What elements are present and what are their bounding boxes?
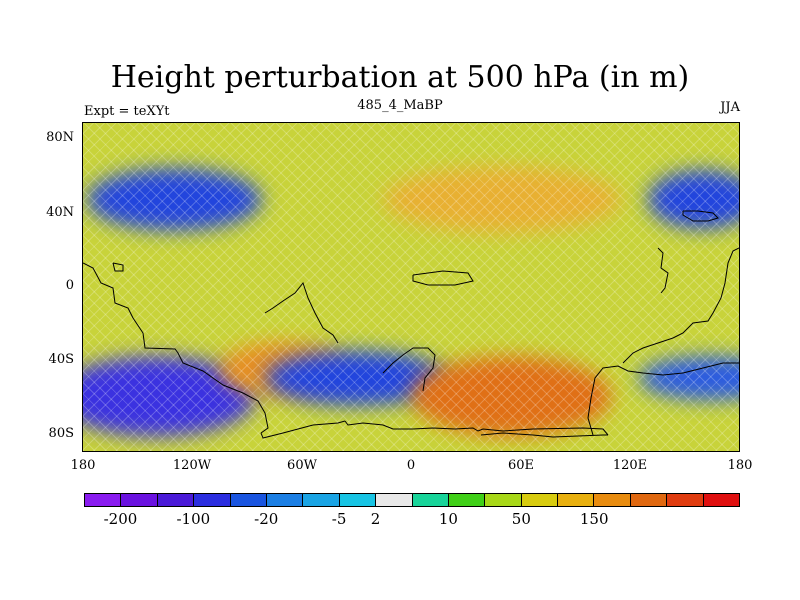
colorbar-swatch-12 (521, 494, 559, 506)
y-tick-40s: 40S (48, 352, 74, 367)
colorbar-swatch-11 (485, 494, 522, 506)
x-tick-0: 0 (406, 458, 416, 473)
colorbar-label-1: -100 (176, 510, 211, 528)
colorbar-swatch-0 (85, 494, 122, 506)
map-panel (82, 122, 740, 452)
colorbar-swatch-9 (412, 494, 449, 506)
colorbar-swatch-4 (230, 494, 267, 506)
x-tick-120w: 120W (172, 458, 212, 473)
colorbar-swatch-5 (266, 494, 304, 506)
coastlines (83, 210, 739, 439)
anomaly-4 (411, 356, 612, 437)
colorbar-swatch-8 (376, 494, 413, 506)
x-tick-120e: 120E (612, 458, 648, 473)
hatch-overlay (83, 123, 739, 451)
y-tick-0: 0 (65, 278, 74, 293)
colorbar-label-4: 2 (370, 510, 381, 528)
anomaly-7 (638, 356, 739, 400)
y-tick-40n: 40N (46, 205, 74, 220)
center-label: 485_4_MaBP (357, 98, 443, 113)
colorbar-swatch-6 (303, 494, 340, 506)
anomaly-3 (265, 350, 448, 406)
colorbar-swatch-16 (667, 494, 704, 506)
anomaly-1 (83, 356, 257, 437)
experiment-label: Expt = teXYt (84, 104, 170, 119)
colorbar-swatch-15 (630, 494, 668, 506)
anomaly-0 (86, 168, 262, 231)
colorbar-label-2: -20 (254, 510, 279, 528)
colorbar-swatch-3 (194, 494, 231, 506)
colorbar-swatch-10 (448, 494, 486, 506)
x-tick-180e: 180 (727, 458, 753, 473)
y-tick-80n: 80N (46, 130, 74, 145)
colorbar-swatch-13 (558, 494, 595, 506)
x-tick-60w: 60W (287, 458, 317, 473)
plot-title: Height perturbation at 500 hPa (in m) (110, 60, 690, 95)
anomaly-5 (383, 166, 621, 233)
colorbar-label-7: 150 (579, 510, 609, 528)
colorbar-swatch-1 (121, 494, 158, 506)
height-field (83, 123, 739, 451)
colorbar (84, 493, 740, 507)
colorbar-swatch-14 (594, 494, 631, 506)
season-label: JJA (720, 100, 740, 115)
x-tick-180w: 180 (70, 458, 96, 473)
colorbar-label-5: 10 (438, 510, 458, 528)
y-tick-80s: 80S (48, 426, 74, 441)
colorbar-swatch-7 (339, 494, 377, 506)
colorbar-swatch-17 (703, 494, 740, 506)
x-tick-60e: 60E (507, 458, 535, 473)
colorbar-label-3: -5 (331, 510, 347, 528)
colorbar-label-6: 50 (511, 510, 531, 528)
colorbar-label-0: -200 (103, 510, 138, 528)
anomaly-6 (647, 170, 739, 229)
colorbar-swatch-2 (157, 494, 195, 506)
